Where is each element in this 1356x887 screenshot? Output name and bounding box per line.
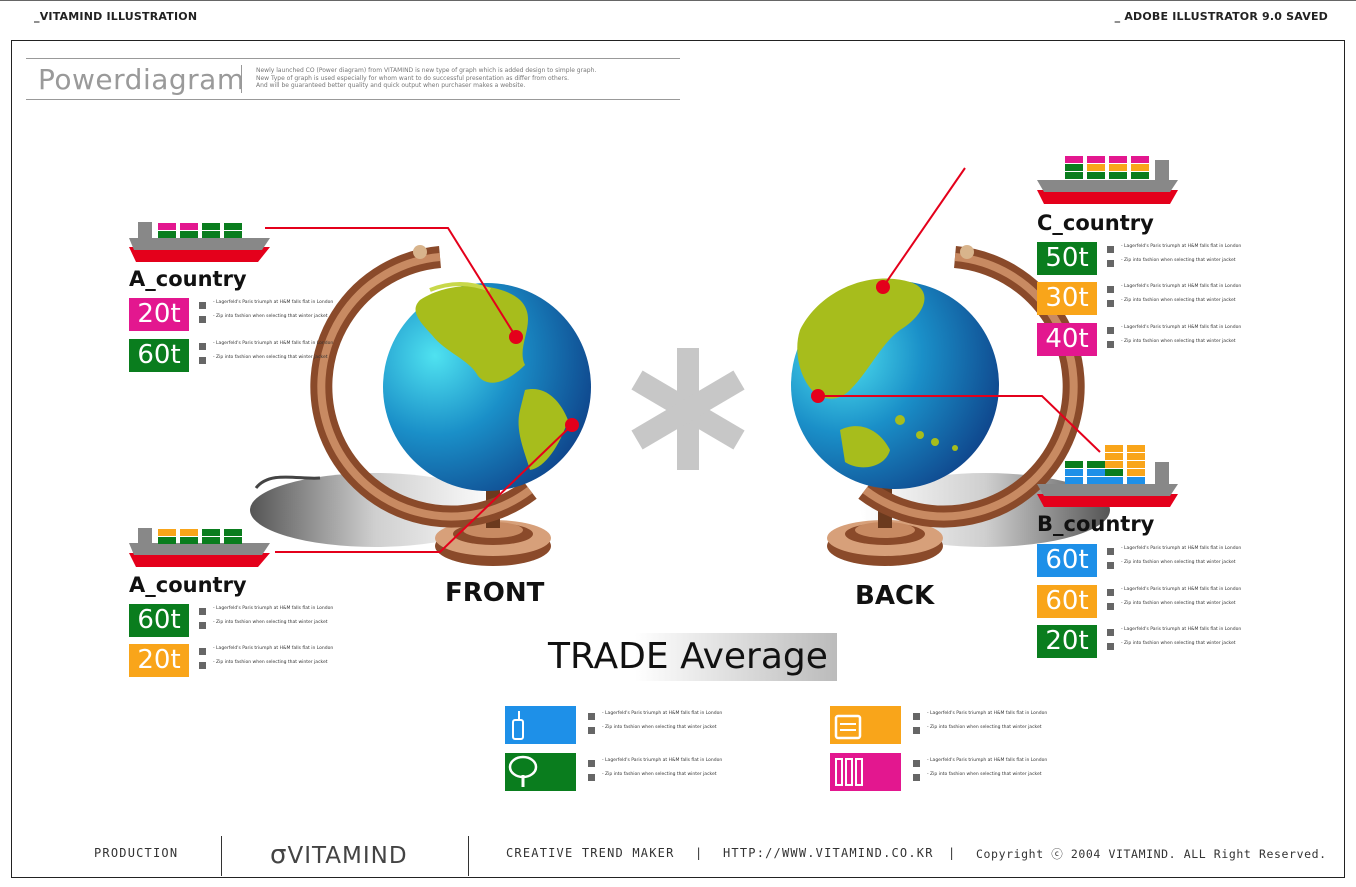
a-bottom-bullets-1: - Lagerfeld's Paris triumph at H&M falls… bbox=[199, 606, 369, 634]
c-value-1: 50t bbox=[1037, 242, 1097, 275]
a-bottom-value-2: 20t bbox=[129, 644, 189, 677]
fax-icon bbox=[830, 706, 901, 744]
a-bottom-value-1: 60t bbox=[129, 604, 189, 637]
footer-divider-right bbox=[468, 836, 469, 876]
ship-a-bottom bbox=[129, 528, 270, 567]
b-value-3: 20t bbox=[1037, 625, 1097, 658]
phone-legend-text: - Lagerfeld's Paris triumph at H&M falls… bbox=[588, 711, 728, 739]
title-description: Newly launched CO (Power diagram) from V… bbox=[256, 67, 597, 90]
b-country-label: B_country bbox=[1037, 512, 1155, 536]
a-top-value-1: 20t bbox=[129, 298, 189, 331]
ship-c bbox=[1037, 156, 1178, 204]
asterisk-mark bbox=[631, 348, 745, 470]
front-globe bbox=[250, 245, 591, 566]
header-left: _VITAMIND ILLUSTRATION bbox=[34, 10, 198, 23]
page-title: Powerdiagram bbox=[38, 63, 245, 96]
content-frame bbox=[11, 40, 1345, 878]
footer-url[interactable]: HTTP://WWW.VITAMIND.CO.KR bbox=[723, 846, 934, 860]
trade-average-heading: TRADE Average bbox=[548, 633, 837, 681]
c-bullets-2: - Lagerfeld's Paris triumph at H&M falls… bbox=[1107, 284, 1277, 312]
footer-sep-1: | bbox=[695, 846, 704, 860]
vitamind-logo: σVITAMIND bbox=[270, 840, 408, 870]
front-label: FRONT bbox=[445, 578, 545, 608]
a-top-bullets-1: - Lagerfeld's Paris triumph at H&M falls… bbox=[199, 300, 369, 328]
tools-icon bbox=[830, 753, 901, 791]
c-country-label: C_country bbox=[1037, 211, 1154, 235]
footer-sep-2: | bbox=[948, 846, 957, 860]
a-country-top-label: A_country bbox=[129, 267, 247, 291]
footer-divider-left bbox=[221, 836, 222, 876]
footer-slogan: CREATIVE TREND MAKER bbox=[506, 846, 675, 860]
phone-icon bbox=[505, 706, 576, 744]
fax-legend-text: - Lagerfeld's Paris triumph at H&M falls… bbox=[913, 711, 1053, 739]
front-shadow bbox=[250, 473, 500, 547]
connector-dots bbox=[509, 280, 890, 432]
a-top-bullets-2: - Lagerfeld's Paris triumph at H&M falls… bbox=[199, 341, 369, 369]
header-right: _ ADOBE ILLUSTRATOR 9.0 SAVED bbox=[1114, 10, 1328, 23]
tree-legend-text: - Lagerfeld's Paris triumph at H&M falls… bbox=[588, 758, 728, 786]
c-value-2: 30t bbox=[1037, 282, 1097, 315]
c-bullets-3: - Lagerfeld's Paris triumph at H&M falls… bbox=[1107, 325, 1277, 353]
b-bullets-2: - Lagerfeld's Paris triumph at H&M falls… bbox=[1107, 587, 1277, 615]
tools-legend-text: - Lagerfeld's Paris triumph at H&M falls… bbox=[913, 758, 1053, 786]
title-divider bbox=[241, 65, 242, 93]
title-block: Powerdiagram Newly launched CO (Power di… bbox=[26, 58, 680, 100]
connector-lines bbox=[265, 167, 1101, 553]
b-value-1: 60t bbox=[1037, 544, 1097, 577]
footer-copyright: Copyright ⓒ 2004 VITAMIND. ALL Right Res… bbox=[976, 847, 1327, 861]
b-bullets-3: - Lagerfeld's Paris triumph at H&M falls… bbox=[1107, 627, 1277, 655]
a-country-bottom-label: A_country bbox=[129, 573, 247, 597]
c-bullets-1: - Lagerfeld's Paris triumph at H&M falls… bbox=[1107, 244, 1277, 272]
a-bottom-bullets-2: - Lagerfeld's Paris triumph at H&M falls… bbox=[199, 646, 369, 674]
ship-b bbox=[1037, 445, 1178, 507]
top-bar: _VITAMIND ILLUSTRATION _ ADOBE ILLUSTRAT… bbox=[0, 0, 1356, 36]
ship-a-top bbox=[129, 222, 270, 262]
a-top-value-2: 60t bbox=[129, 339, 189, 372]
back-globe bbox=[791, 245, 1110, 566]
tree-icon bbox=[505, 753, 576, 791]
b-value-2: 60t bbox=[1037, 585, 1097, 618]
b-bullets-1: - Lagerfeld's Paris triumph at H&M falls… bbox=[1107, 546, 1277, 574]
back-label: BACK bbox=[855, 581, 935, 611]
c-value-3: 40t bbox=[1037, 323, 1097, 356]
footer-production: PRODUCTION bbox=[94, 846, 179, 860]
